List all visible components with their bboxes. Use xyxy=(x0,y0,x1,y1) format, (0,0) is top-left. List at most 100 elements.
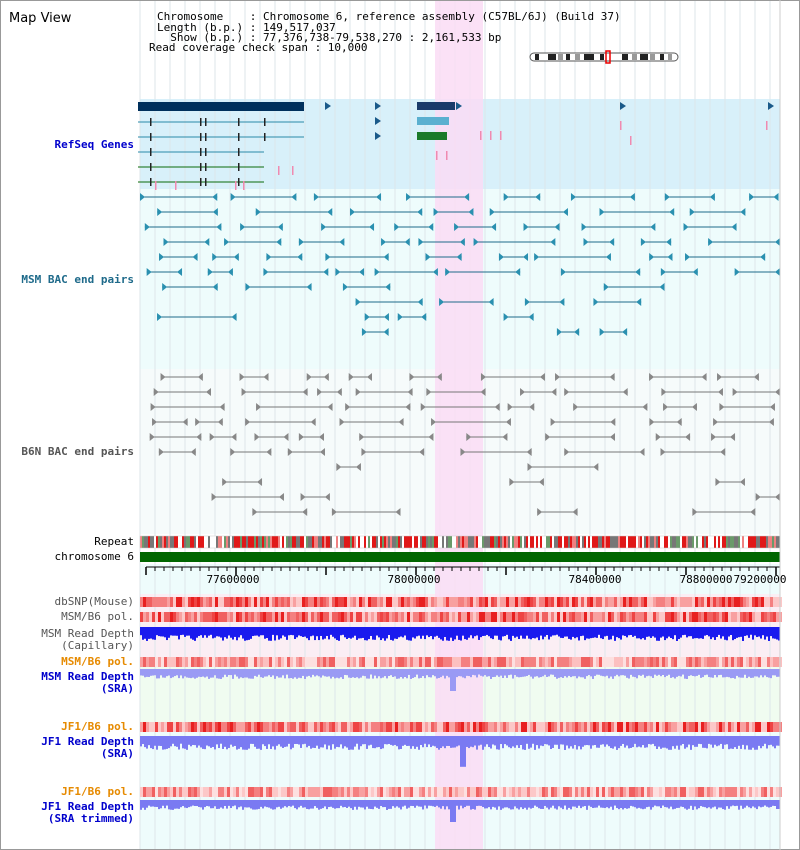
ideogram-band xyxy=(668,54,672,60)
bac-end-arrow xyxy=(550,418,556,426)
repeat-segment xyxy=(590,536,592,548)
pol-cell xyxy=(656,612,659,622)
repeat-segment xyxy=(744,536,746,548)
depth-bar xyxy=(308,669,310,676)
depth-bar xyxy=(482,669,484,677)
pol-cell xyxy=(197,787,200,797)
depth-bar xyxy=(286,669,288,675)
pol-cell xyxy=(677,787,680,797)
pol-cell xyxy=(218,597,221,607)
pol-cell xyxy=(224,787,227,797)
depth-bar xyxy=(420,669,422,678)
depth-bar xyxy=(290,800,292,807)
pol-cell xyxy=(281,787,284,797)
chromosome-ideogram[interactable] xyxy=(529,50,679,64)
repeat-segment xyxy=(198,536,200,548)
depth-bar xyxy=(436,800,438,806)
pol-cell xyxy=(350,722,353,732)
repeat-segment xyxy=(566,536,568,548)
depth-bar xyxy=(300,800,302,806)
pol-cell xyxy=(212,657,215,667)
repeat-segment xyxy=(262,536,264,548)
repeat-track[interactable] xyxy=(139,535,781,549)
pol-cell xyxy=(749,787,752,797)
repeat-segment xyxy=(604,536,606,548)
refseq-genes-track[interactable] xyxy=(138,102,774,190)
depth-bar xyxy=(608,736,610,747)
depth-bar xyxy=(486,736,488,745)
repeat-segment xyxy=(392,536,394,548)
pol-cell xyxy=(422,787,425,797)
chromosome-bar[interactable] xyxy=(140,552,780,562)
pol-cell xyxy=(260,722,263,732)
highlight-region[interactable] xyxy=(435,0,483,850)
pol-cell xyxy=(503,612,506,622)
repeat-segment xyxy=(664,536,666,548)
depth-bar xyxy=(178,669,180,679)
depth-bar xyxy=(188,736,190,745)
pol-cell xyxy=(473,612,476,622)
depth-bar xyxy=(364,669,366,677)
depth-bar xyxy=(614,800,616,806)
depth-bar xyxy=(618,627,620,639)
depth-bar xyxy=(370,669,372,675)
depth-bar xyxy=(454,627,456,640)
depth-bar xyxy=(702,736,704,748)
pol-cell xyxy=(428,722,431,732)
pol-cell xyxy=(284,597,287,607)
bac-end-arrow xyxy=(152,418,158,426)
depth-bar xyxy=(558,669,560,678)
pol-cell xyxy=(425,722,428,732)
pol-cell xyxy=(266,597,269,607)
pol-cell xyxy=(533,787,536,797)
depth-bar xyxy=(286,627,288,640)
depth-bar xyxy=(466,627,468,640)
depth-bar xyxy=(694,627,696,639)
depth-bar xyxy=(394,800,396,808)
pol-cell xyxy=(770,612,773,622)
depth-bar xyxy=(160,669,162,676)
depth-bar xyxy=(228,669,230,676)
gene-arrow xyxy=(375,117,381,125)
depth-bar xyxy=(460,736,462,767)
label-refseq-genes[interactable]: RefSeq Genes xyxy=(54,138,134,151)
depth-bar xyxy=(440,800,442,809)
msm-bac-end-pairs-track[interactable] xyxy=(140,193,780,336)
pol-cell xyxy=(578,597,581,607)
depth-bar xyxy=(592,669,594,679)
exon xyxy=(238,163,240,171)
depth-bar xyxy=(334,800,336,809)
depth-bar xyxy=(740,800,742,806)
depth-bar xyxy=(320,669,322,678)
pol-cell xyxy=(383,787,386,797)
depth-bar xyxy=(390,736,392,745)
label-msm-bac[interactable]: MSM BAC end pairs xyxy=(21,273,134,286)
pol-cell xyxy=(281,657,284,667)
read-depth-tracks[interactable] xyxy=(140,627,780,822)
repeat-segment xyxy=(244,536,246,548)
depth-bar xyxy=(478,800,480,806)
pol-cell xyxy=(557,787,560,797)
pol-cell xyxy=(494,597,497,607)
pol-cell xyxy=(524,722,527,732)
depth-bar xyxy=(488,736,490,748)
depth-bar xyxy=(680,627,682,638)
refseq-tick xyxy=(630,136,632,145)
depth-bar xyxy=(584,669,586,679)
bac-end-arrow xyxy=(456,253,462,261)
pol-cell xyxy=(224,597,227,607)
depth-bar xyxy=(668,800,670,809)
repeat-segment xyxy=(560,536,562,548)
depth-bar xyxy=(660,800,662,809)
pol-cell xyxy=(596,657,599,667)
depth-bar xyxy=(414,736,416,749)
depth-bar xyxy=(672,800,674,810)
polymorphism-tracks[interactable] xyxy=(140,597,782,797)
b6n-bac-end-pairs-track[interactable] xyxy=(149,373,780,516)
label-b6n-bac[interactable]: B6N BAC end pairs xyxy=(21,445,134,458)
pol-cell xyxy=(314,787,317,797)
depth-bar xyxy=(612,736,614,749)
depth-bar xyxy=(732,627,734,641)
repeat-segment xyxy=(656,536,658,548)
